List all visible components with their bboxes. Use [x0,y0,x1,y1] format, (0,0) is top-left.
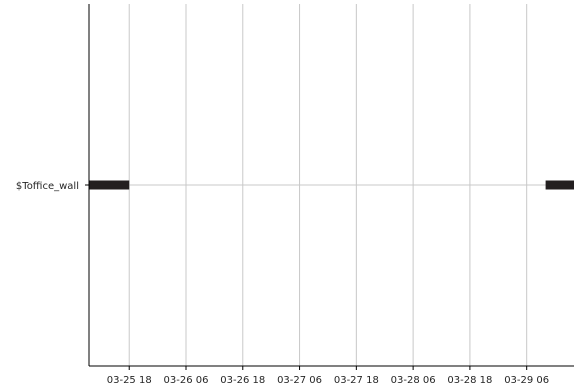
x-tick-label: 03-29 06 [504,375,549,386]
x-tick-label: 03-28 06 [391,375,436,386]
category-labels: $Toffice_wall [16,181,89,192]
x-ticks: 03-25 18 03-26 06 03-26 18 03-27 06 03-27 18… [107,366,549,386]
x-tick-label: 03-26 06 [164,375,209,386]
x-tick-label: 03-27 18 [334,375,379,386]
x-tick-label: 03-25 18 [107,375,152,386]
interval-bar-1 [89,180,130,190]
x-tick-label: 03-26 18 [220,375,265,386]
interval-bar-2 [545,180,574,190]
x-tick-label: 03-27 06 [277,375,322,386]
category-label: $Toffice_wall [16,181,79,192]
x-tick-label: 03-28 18 [447,375,492,386]
interval-bars [89,180,574,190]
